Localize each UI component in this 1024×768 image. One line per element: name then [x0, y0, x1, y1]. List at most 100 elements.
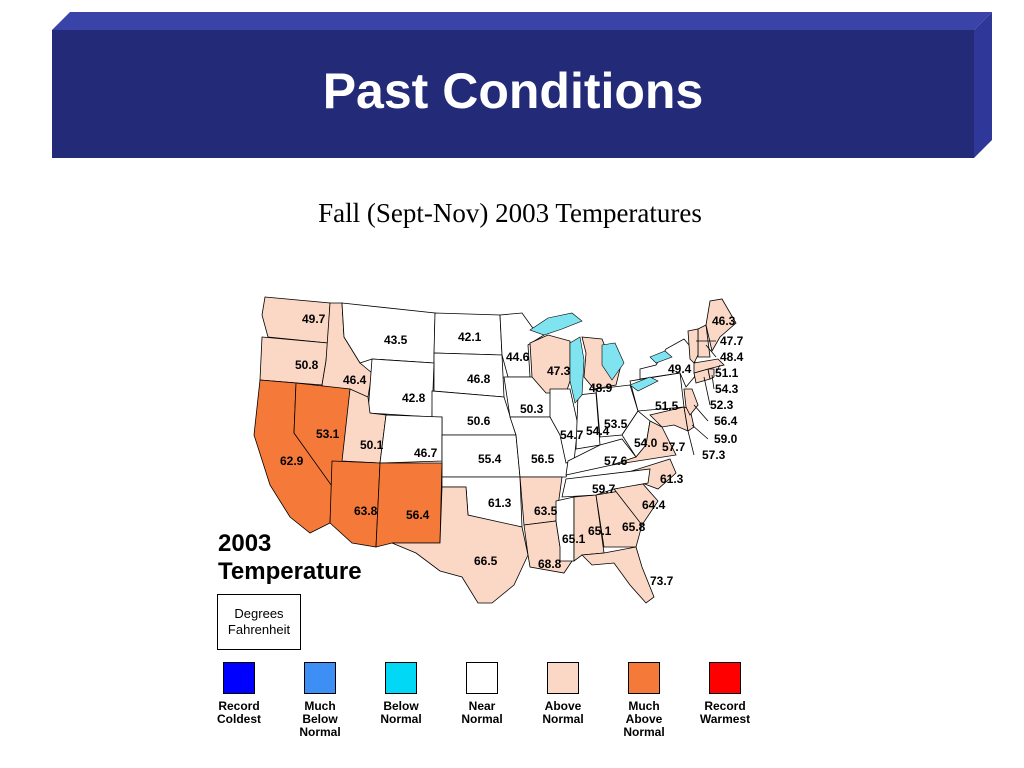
legend-label: Below Normal [380, 699, 422, 726]
state-value-ut: 50.1 [360, 438, 384, 452]
legend-label: Near Normal [461, 699, 503, 726]
state-value-tn: 59.7 [592, 482, 616, 496]
state-value-ms: 65.1 [562, 532, 586, 546]
state-value-nh: 48.4 [720, 350, 744, 364]
state-value-ga: 65.8 [622, 520, 646, 534]
state-value-in: 54.4 [586, 424, 610, 438]
leader-line-ri [711, 374, 715, 390]
state-wi [529, 334, 571, 394]
legend-item-much-above: Much Above Normal [604, 660, 684, 739]
state-vt [687, 328, 699, 364]
state-me [705, 298, 737, 353]
state-value-nd: 42.1 [458, 330, 482, 344]
legend-label: Above Normal [542, 699, 584, 726]
state-value-de: 59.0 [714, 432, 738, 446]
state-value-tx: 66.5 [474, 554, 498, 568]
banner-side-face [974, 12, 992, 158]
legend-label: Much Above Normal [623, 699, 665, 739]
state-value-me: 46.3 [712, 314, 736, 328]
state-az [329, 460, 381, 548]
state-value-ny: 49.4 [668, 362, 692, 376]
leader-line-ma [715, 364, 721, 374]
state-value-ri: 54.3 [715, 382, 739, 396]
state-value-wa: 49.7 [302, 312, 326, 326]
units-line-2: Fahrenheit [227, 622, 291, 637]
legend-swatch [709, 662, 741, 694]
slide-subtitle: Fall (Sept-Nov) 2003 Temperatures [318, 198, 702, 228]
state-value-nc: 61.3 [660, 472, 684, 486]
state-value-co: 46.7 [414, 446, 438, 460]
legend-item-record-warmest: Record Warmest [685, 660, 765, 726]
state-value-md: 57.3 [702, 448, 726, 462]
map-title: 2003 Temperature [218, 530, 362, 586]
state-value-nj: 56.4 [714, 414, 738, 428]
state-value-ar: 63.5 [534, 504, 558, 518]
lake-superior [529, 312, 583, 336]
banner-top-face [52, 12, 992, 30]
units-box: Degrees Fahrenheit [217, 594, 301, 650]
map-title-year: 2003 [218, 530, 272, 557]
legend-swatch [547, 662, 579, 694]
map-legend: Record Coldest Much Below Normal Below Nor… [212, 660, 782, 750]
state-ma [693, 358, 725, 374]
legend-swatch [385, 662, 417, 694]
legend-item-below: Below Normal [361, 660, 441, 726]
state-value-id: 46.4 [343, 373, 367, 387]
map-title-text: Temperature [218, 558, 362, 585]
state-value-vt: 47.7 [720, 334, 744, 348]
state-nm [375, 462, 443, 548]
state-wy [367, 358, 435, 418]
state-value-wy: 42.8 [402, 391, 426, 405]
state-value-va: 57.7 [662, 440, 686, 454]
state-value-or: 50.8 [295, 358, 319, 372]
leader-line-md [687, 430, 695, 456]
state-value-az: 63.8 [354, 504, 378, 518]
legend-item-record-coldest: Record Coldest [199, 660, 279, 726]
slide-title: Past Conditions [322, 63, 704, 119]
state-value-mn: 44.6 [506, 350, 530, 364]
state-value-ne: 50.6 [467, 414, 491, 428]
state-value-mo: 56.5 [531, 452, 555, 466]
state-value-ok: 61.3 [488, 496, 512, 510]
state-tn [561, 468, 651, 498]
legend-swatch [304, 662, 336, 694]
lake-michigan [569, 336, 585, 404]
legend-swatch [223, 662, 255, 694]
state-value-il: 54.7 [560, 428, 584, 442]
state-value-sc: 64.4 [642, 498, 666, 512]
state-ne [431, 390, 517, 436]
state-value-nv: 53.1 [316, 427, 340, 441]
state-value-la: 68.8 [538, 557, 562, 571]
state-value-sd: 46.8 [467, 372, 491, 386]
title-banner [52, 12, 992, 158]
units-line-1: Degrees [234, 606, 284, 621]
state-value-ky: 57.6 [604, 454, 628, 468]
state-value-mt: 43.5 [384, 333, 408, 347]
legend-label: Record Coldest [216, 699, 261, 726]
us-temperature-map: 49.7 50.8 46.4 43.5 42.1 44.6 46.8 42.8 50.6 50.3… [253, 296, 744, 604]
state-tx [391, 486, 529, 604]
legend-swatch [466, 662, 498, 694]
state-value-nm: 56.4 [406, 508, 430, 522]
legend-label: Much Below Normal [299, 699, 341, 739]
state-value-wi: 47.3 [547, 364, 571, 378]
state-value-ct: 52.3 [710, 398, 734, 412]
leader-line-nj [693, 404, 709, 422]
legend-item-above: Above Normal [523, 660, 603, 726]
state-value-ca: 62.9 [280, 454, 304, 468]
state-md [649, 406, 689, 432]
leader-line-de [691, 424, 709, 440]
state-value-fl: 73.7 [650, 574, 674, 588]
state-fl [581, 546, 655, 604]
leader-line-ct [703, 376, 711, 406]
state-value-wv: 54.0 [634, 436, 658, 450]
state-value-al: 65.1 [588, 524, 612, 538]
state-value-oh: 53.5 [604, 417, 628, 431]
banner-front-face [52, 30, 974, 158]
state-value-pa: 51.5 [655, 399, 679, 413]
lake-huron [601, 342, 625, 381]
state-value-ma: 51.1 [715, 366, 739, 380]
leader-line-nh [705, 344, 717, 358]
legend-swatch [628, 662, 660, 694]
lake-erie [629, 376, 659, 392]
